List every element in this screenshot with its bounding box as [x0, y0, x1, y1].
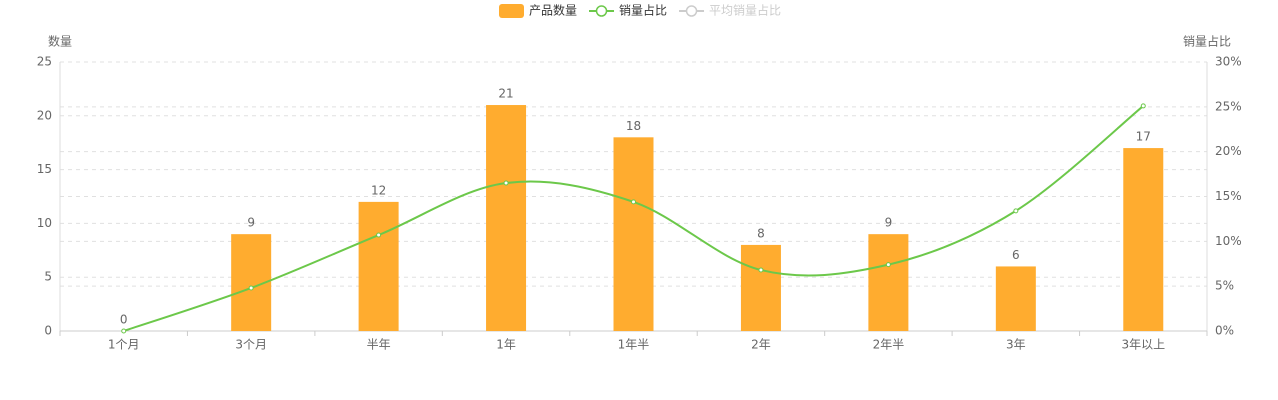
bar-value-label: 17	[1136, 130, 1151, 144]
y2-tick-label: 5%	[1215, 279, 1234, 293]
x-tick-label: 3个月	[235, 338, 267, 352]
y-tick-label: 25	[37, 55, 52, 69]
y-tick-label: 15	[37, 162, 52, 176]
bar	[486, 105, 527, 331]
line-point	[376, 232, 382, 238]
line-point	[121, 328, 127, 334]
y-tick-label: 10	[37, 216, 52, 230]
y2-tick-label: 25%	[1215, 99, 1242, 113]
bar	[613, 137, 654, 331]
legend-label: 平均销量占比	[709, 3, 781, 18]
legend-swatch	[595, 5, 608, 17]
legend-label: 产品数量	[529, 3, 577, 18]
y2-tick-label: 10%	[1215, 234, 1242, 248]
bar-value-label: 12	[371, 183, 386, 197]
line-point	[1013, 208, 1019, 214]
y2-axis-label: 销量占比	[1183, 34, 1231, 49]
bar	[868, 234, 909, 331]
x-tick-label: 2年半	[873, 338, 905, 352]
bar	[995, 266, 1036, 331]
line-point	[1140, 103, 1146, 109]
line-point	[631, 199, 636, 205]
bar-value-label: 9	[247, 216, 255, 230]
bar-value-label: 8	[757, 226, 765, 240]
line-point	[248, 285, 254, 291]
y2-tick-label: 15%	[1215, 189, 1242, 203]
line-point	[885, 262, 891, 268]
bar-value-label: 6	[1012, 248, 1020, 262]
y-tick-label: 20	[37, 108, 52, 122]
legend-label: 销量占比	[619, 3, 667, 18]
x-tick-label: 2年	[751, 338, 771, 352]
y-tick-label: 0	[44, 324, 52, 338]
bar-value-label: 0	[120, 313, 128, 327]
legend-swatch	[685, 5, 698, 17]
line-point	[503, 180, 509, 186]
y2-tick-label: 30%	[1215, 55, 1242, 69]
x-tick-label: 半年	[367, 338, 391, 352]
y2-tick-label: 20%	[1215, 144, 1242, 158]
bar-value-label: 18	[626, 119, 641, 133]
y2-tick-label: 0%	[1215, 324, 1234, 338]
y-axis-label: 数量	[48, 34, 72, 49]
x-tick-label: 3年以上	[1121, 338, 1165, 352]
x-tick-label: 1年	[496, 338, 516, 352]
line-point	[758, 267, 764, 273]
x-tick-label: 1年半	[618, 338, 650, 352]
x-tick-label: 3年	[1006, 338, 1026, 352]
bar	[358, 201, 399, 331]
x-tick-label: 1个月	[108, 338, 140, 352]
legend-swatch	[499, 4, 524, 18]
bar-value-label: 9	[885, 216, 893, 230]
bar	[740, 244, 781, 331]
bar-value-label: 21	[498, 87, 513, 101]
bar	[1123, 148, 1164, 331]
y-tick-label: 5	[44, 270, 52, 284]
